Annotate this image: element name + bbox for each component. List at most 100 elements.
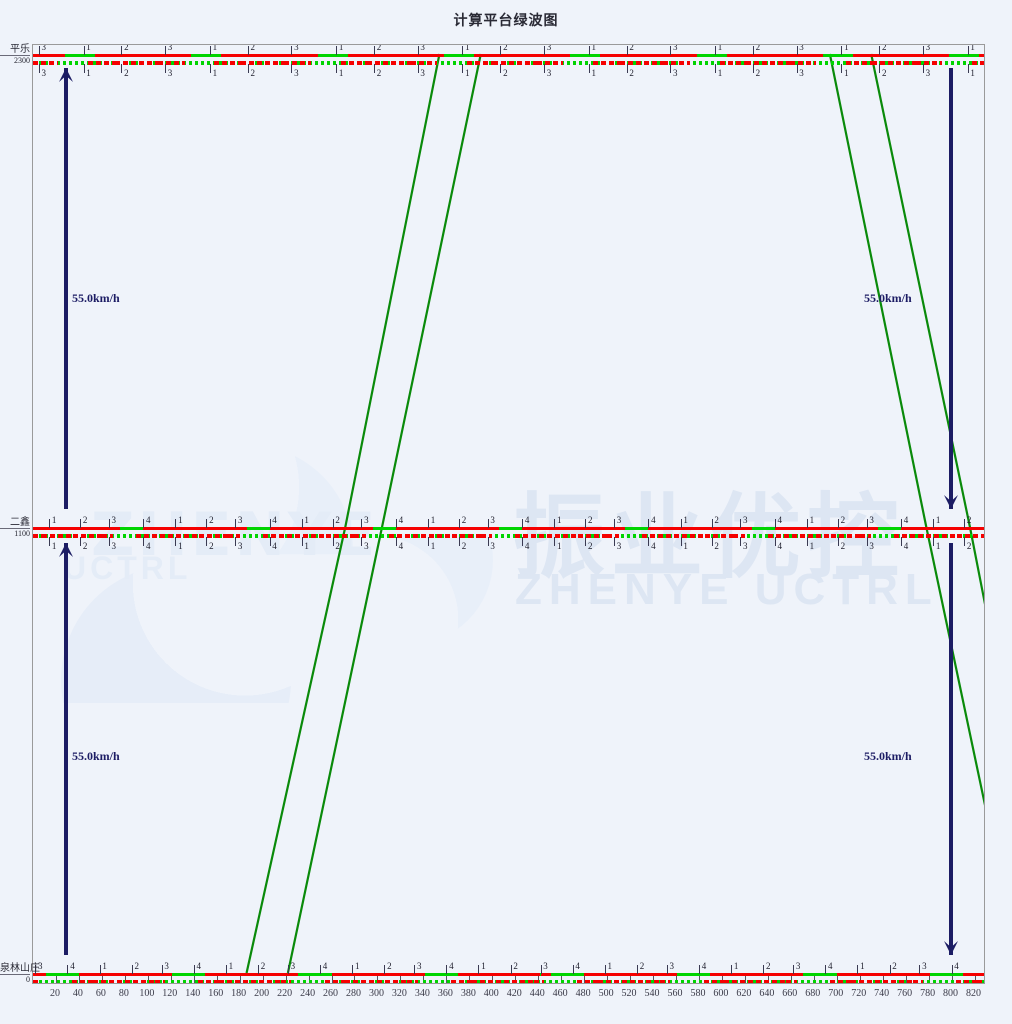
phase-boundary-tick bbox=[336, 46, 338, 55]
x-axis-tick bbox=[928, 974, 930, 983]
signal-red-segment-dotted bbox=[845, 61, 873, 65]
signal-red-segment bbox=[522, 527, 555, 530]
phase-number-label: 3 bbox=[111, 515, 117, 525]
signal-red-segment bbox=[235, 527, 247, 530]
x-axis-tick bbox=[630, 974, 632, 983]
signal-red-segment-dotted bbox=[33, 534, 43, 538]
phase-boundary-tick bbox=[774, 519, 776, 528]
signal-red-segment bbox=[414, 973, 425, 976]
speed-arrow-up bbox=[59, 543, 73, 955]
signal-red-segment-dotted bbox=[154, 980, 166, 983]
phase-number-label: 4 bbox=[524, 515, 530, 525]
x-axis-tick bbox=[790, 974, 792, 983]
signal-red-segment bbox=[35, 973, 46, 976]
phase-number-label: 3 bbox=[420, 68, 425, 78]
phase-boundary-tick bbox=[206, 519, 208, 528]
signal-red-segment-dotted bbox=[703, 980, 725, 983]
x-axis-tick-label: 540 bbox=[644, 988, 660, 999]
phase-boundary-tick bbox=[269, 537, 271, 546]
phase-boundary-tick bbox=[964, 537, 966, 546]
signal-red-segment bbox=[269, 527, 302, 530]
signal-red-segment-dotted bbox=[578, 534, 608, 538]
phase-number-label: 4 bbox=[398, 515, 404, 525]
signal-red-segment-dotted bbox=[214, 61, 241, 65]
signal-red-segment-dotted bbox=[325, 534, 355, 538]
station-distance: 2300 bbox=[0, 55, 30, 66]
signal-red-segment-dotted bbox=[281, 980, 292, 983]
phase-number-label: 1 bbox=[481, 961, 486, 971]
phase-number-label: 2 bbox=[461, 541, 467, 551]
phase-boundary-tick bbox=[572, 965, 574, 974]
signal-red-segment-dotted bbox=[859, 534, 872, 538]
signal-red-segment-dotted bbox=[251, 980, 281, 983]
x-axis-tick-label: 700 bbox=[828, 988, 844, 999]
phase-number-label: 2 bbox=[629, 44, 634, 52]
phase-boundary-tick bbox=[225, 965, 227, 974]
phase-boundary-tick bbox=[715, 46, 717, 55]
phase-boundary-tick bbox=[108, 537, 110, 546]
phase-number-label: 3 bbox=[294, 44, 299, 52]
signal-red-segment-dotted bbox=[452, 534, 481, 538]
x-axis-tick-label: 80 bbox=[118, 988, 129, 999]
signal-red-segment-dotted bbox=[114, 61, 159, 65]
x-axis-tick-label: 180 bbox=[231, 988, 247, 999]
phase-number-label: 1 bbox=[809, 541, 815, 551]
x-axis-tick bbox=[216, 974, 218, 983]
x-axis-tick-label: 600 bbox=[713, 988, 729, 999]
x-axis-tick bbox=[193, 974, 195, 983]
signal-red-segment bbox=[121, 54, 166, 57]
signal-red-segment bbox=[554, 527, 586, 530]
x-axis-tick-label: 800 bbox=[943, 988, 959, 999]
signal-red-segment bbox=[225, 973, 259, 976]
phase-number-label: 3 bbox=[799, 68, 804, 78]
phase-number-label: 1 bbox=[683, 541, 688, 551]
phase-boundary-tick bbox=[983, 965, 984, 974]
phase-boundary-tick bbox=[857, 965, 859, 974]
signal-red-segment-dotted bbox=[124, 980, 155, 983]
x-axis-tick-label: 400 bbox=[483, 988, 499, 999]
signal-red-segment bbox=[384, 973, 415, 976]
signal-red-segment-dotted bbox=[345, 980, 378, 983]
phase-number-label: 1 bbox=[860, 961, 865, 971]
station-label: 平乐 2300 bbox=[0, 44, 30, 66]
phase-boundary-tick bbox=[901, 519, 903, 528]
phase-boundary-tick bbox=[573, 983, 574, 984]
speed-label: 55.0km/h bbox=[864, 291, 912, 305]
phase-number-label: 1 bbox=[338, 68, 344, 78]
phase-boundary-tick bbox=[588, 64, 590, 73]
phase-boundary-tick bbox=[414, 983, 415, 984]
phase-number-label: 3 bbox=[41, 44, 46, 52]
signal-red-segment-dotted bbox=[136, 534, 169, 538]
signal-red-segment bbox=[332, 527, 362, 530]
phase-boundary-tick bbox=[332, 519, 334, 528]
page-title: 计算平台绿波图 bbox=[453, 14, 559, 29]
phase-number-label: 1 bbox=[178, 541, 183, 551]
phase-boundary-tick bbox=[731, 965, 733, 974]
x-axis-tick-label: 360 bbox=[437, 988, 453, 999]
x-axis-tick bbox=[170, 974, 172, 983]
signal-red-segment bbox=[636, 973, 667, 976]
phase-boundary-tick bbox=[121, 64, 123, 73]
signal-red-segment bbox=[540, 973, 551, 976]
station-name: 平乐 bbox=[10, 44, 30, 55]
phase-number-label: 1 bbox=[304, 515, 309, 525]
phase-boundary-tick bbox=[80, 537, 82, 546]
speed-label: 55.0km/h bbox=[72, 291, 120, 305]
signal-red-segment bbox=[206, 527, 236, 530]
phase-number-label: 1 bbox=[935, 541, 941, 551]
phase-boundary-tick bbox=[487, 537, 489, 546]
signal-red-segment-dotted bbox=[199, 534, 229, 538]
phase-number-label: 3 bbox=[237, 541, 243, 551]
phase-number-label: 3 bbox=[616, 541, 622, 551]
x-axis-tick-label: 680 bbox=[805, 988, 821, 999]
signal-red-segment bbox=[852, 54, 880, 57]
phase-boundary-tick bbox=[487, 519, 489, 528]
phase-boundary-tick bbox=[320, 965, 322, 974]
phase-number-label: 3 bbox=[164, 961, 169, 971]
phase-number-label: 3 bbox=[743, 541, 748, 551]
phase-boundary-tick bbox=[605, 983, 606, 984]
phase-boundary-tick bbox=[967, 46, 969, 55]
signal-red-segment-dotted bbox=[493, 61, 538, 65]
phase-number-label: 1 bbox=[430, 541, 436, 551]
phase-boundary-tick bbox=[774, 537, 776, 546]
